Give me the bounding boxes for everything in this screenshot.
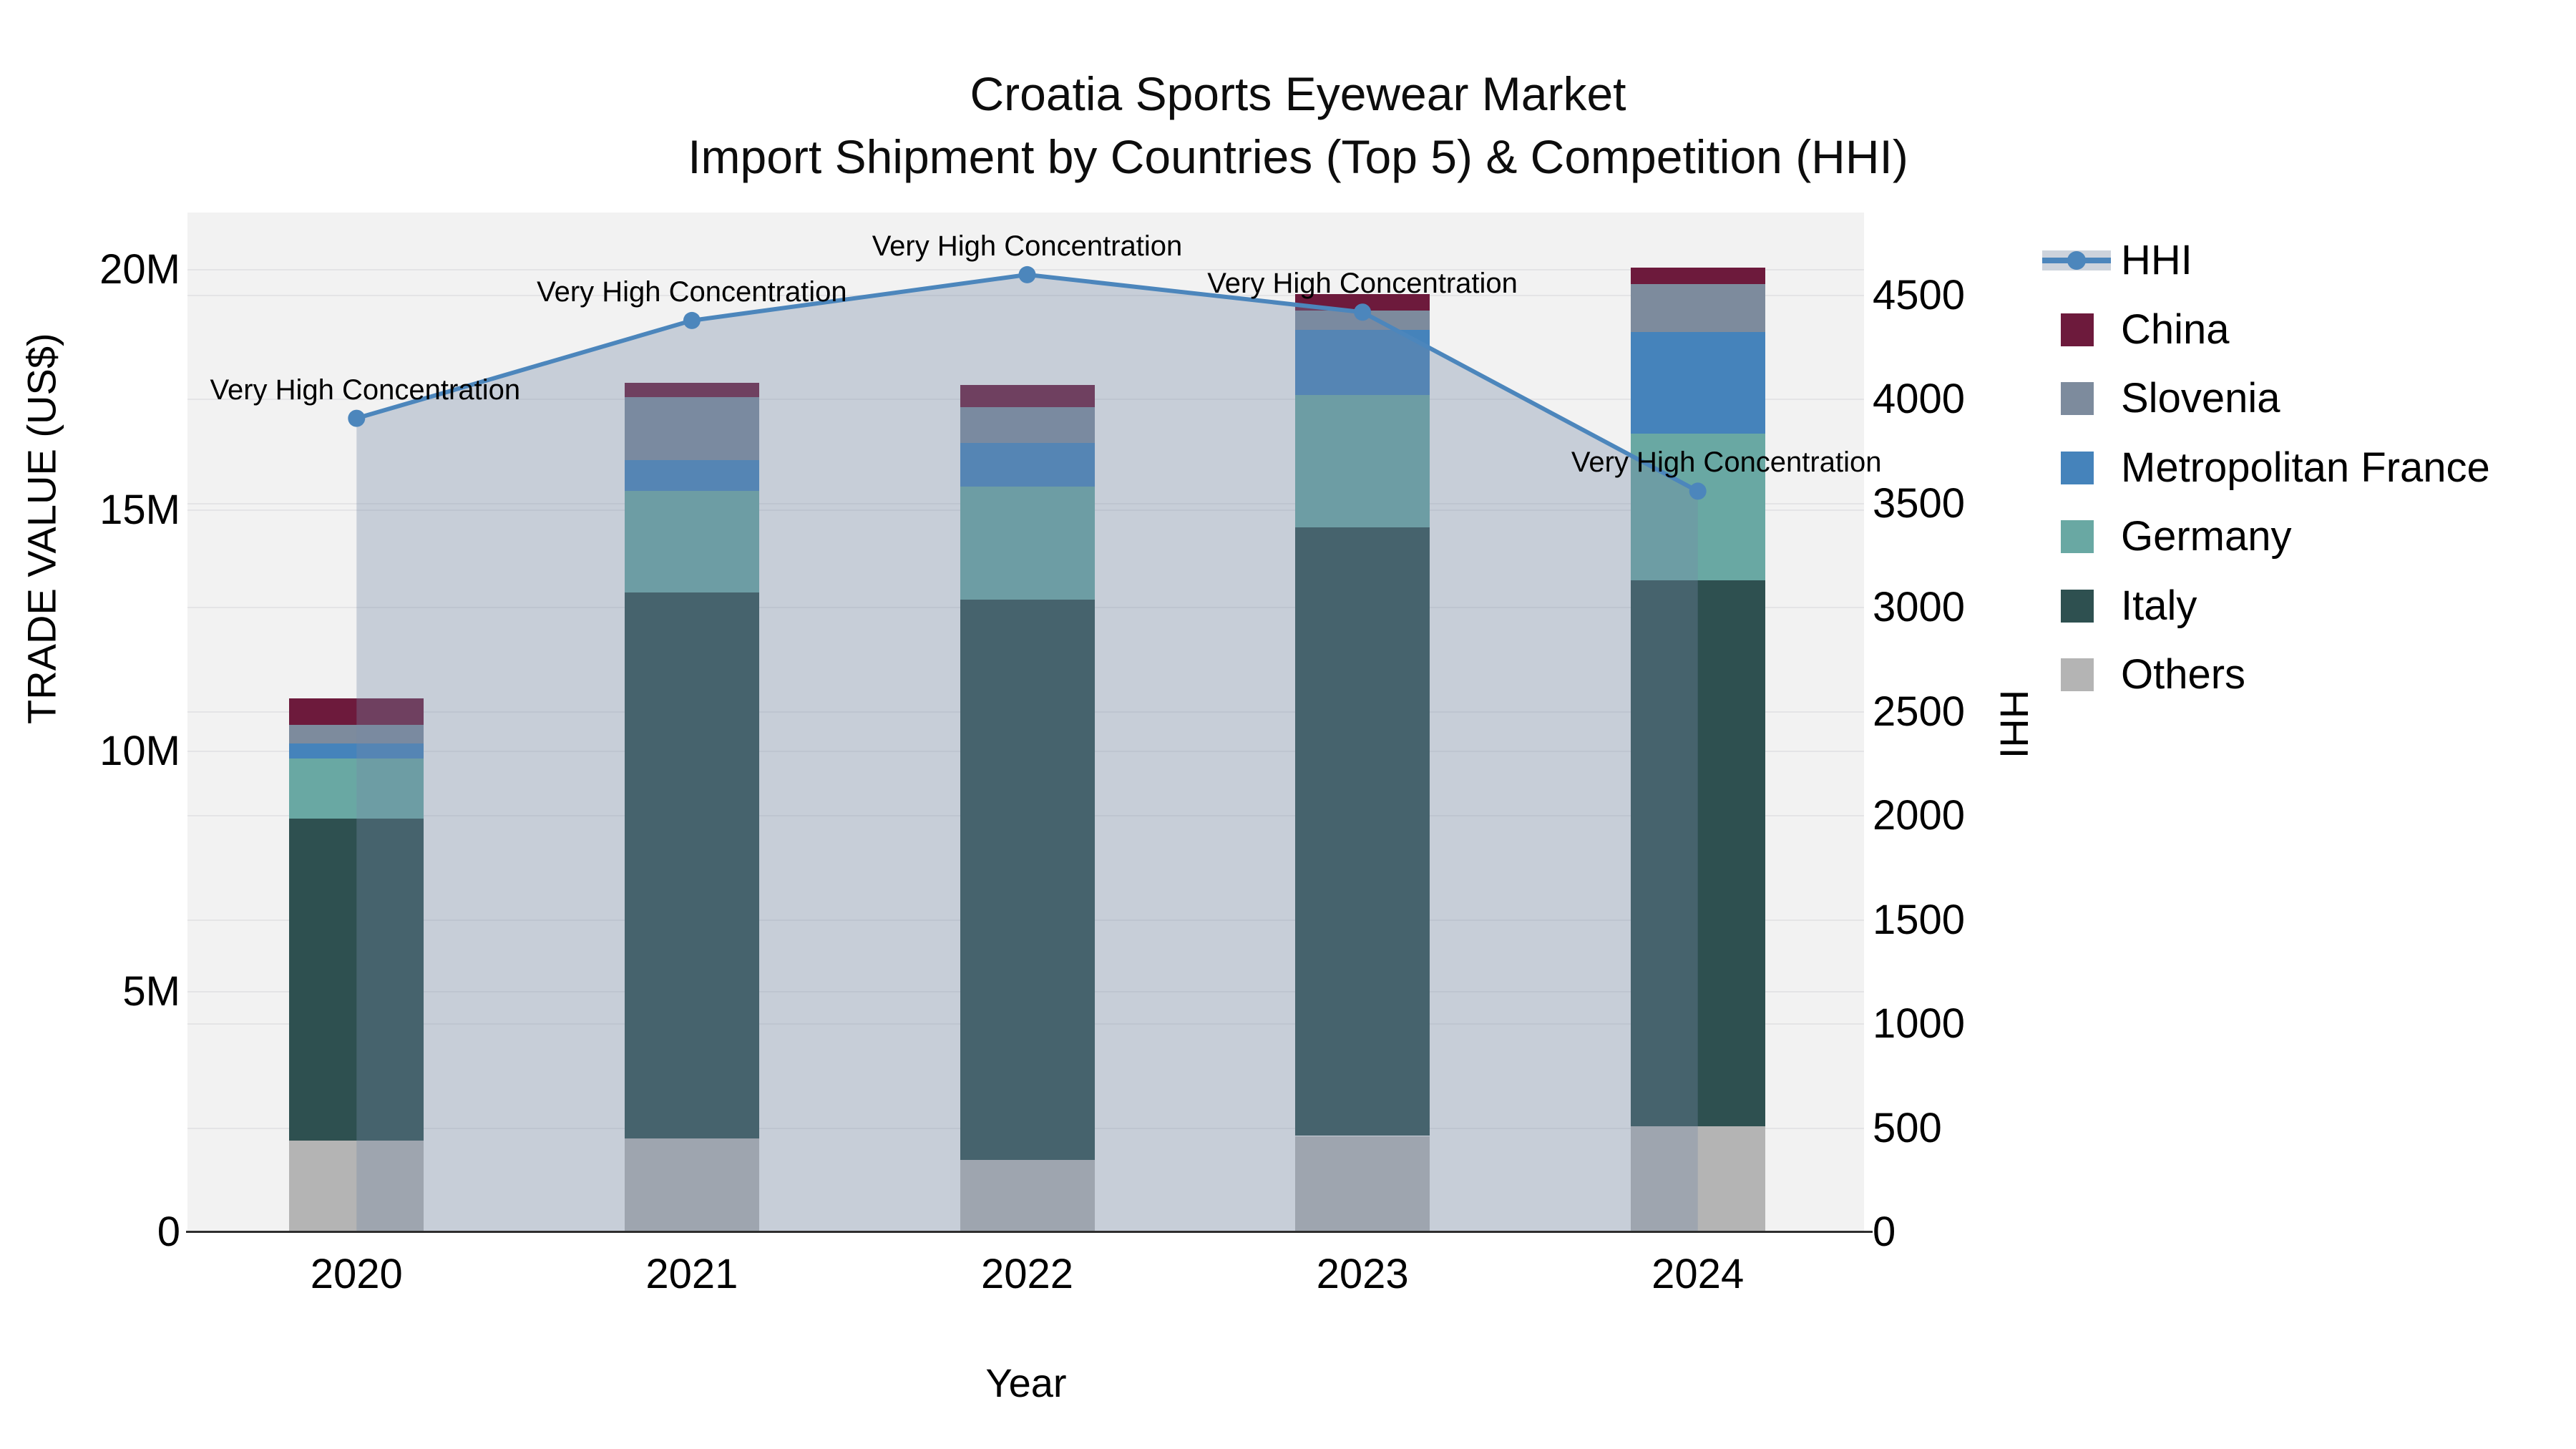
y-right-tick-500: 500 [1873,1104,1942,1151]
legend-swatch-others [2061,658,2094,691]
bar-segment-italy-2022 [960,599,1095,1161]
bar-segment-others-2023 [1295,1136,1430,1232]
y-right-tick-1500: 1500 [1873,896,1966,943]
gridline [187,295,1864,296]
legend-label: HHI [2121,237,2192,283]
annotation-2022: Very High Concentration [872,230,1183,262]
legend-item-hhi[interactable]: HHI [2042,226,2543,295]
bar-segment-germany-2020 [289,758,424,819]
bar-segment-metropolitan-france-2021 [624,459,759,492]
legend-item-metropolitan-france[interactable]: Metropolitan France [2042,434,2543,502]
legend-item-slovenia[interactable]: Slovenia [2042,364,2543,433]
y-left-tick-15M: 15M [99,487,180,534]
legend-line-symbol [2042,250,2111,270]
bar-segment-italy-2024 [1630,580,1765,1127]
legend-swatch-slovenia [2061,382,2094,415]
bar-segment-germany-2021 [624,491,759,592]
bar-segment-italy-2020 [289,818,424,1141]
y-right-tick-3000: 3000 [1873,584,1966,631]
x-tick-2024: 2024 [1652,1251,1745,1297]
hhi-area-line-overlay [348,265,1707,1232]
bar-segment-metropolitan-france-2023 [1295,330,1430,395]
annotation-2023: Very High Concentration [1207,268,1518,300]
y-right-tick-1000: 1000 [1873,1000,1966,1048]
legend-label: Others [2121,651,2246,698]
bar-segment-italy-2021 [624,592,759,1138]
y-left-tick-20M: 20M [99,246,180,293]
legend-swatch-china [2061,313,2094,346]
y-right-axis-title: HHI [1991,689,2037,759]
chart-title-line2: Import Shipment by Countries (Top 5) & C… [688,130,1908,183]
annotation-2020: Very High Concentration [210,374,521,406]
y-left-tick-5M: 5M [122,967,180,1015]
bar-segment-others-2020 [289,1141,424,1232]
x-tick-2023: 2023 [1316,1251,1409,1297]
bar-segment-china-2021 [624,383,759,398]
legend-label: Italy [2121,582,2197,629]
legend-item-italy[interactable]: Italy [2042,572,2543,640]
legend-item-others[interactable]: Others [2042,640,2543,709]
bar-segment-slovenia-2020 [289,724,424,744]
hhi-marker-2022 [1018,265,1036,283]
chart-title-line1: Croatia Sports Eyewear Market [970,67,1626,120]
x-tick-2021: 2021 [645,1251,738,1297]
bar-segment-germany-2023 [1295,394,1430,527]
bar-segment-others-2022 [960,1160,1095,1232]
legend-label: China [2121,306,2230,353]
bar-segment-metropolitan-france-2024 [1630,332,1765,434]
bar-segment-others-2021 [624,1138,759,1232]
y-right-tick-4000: 4000 [1873,376,1966,423]
x-axis-line [186,1231,1873,1233]
legend-item-germany[interactable]: Germany [2042,502,2543,571]
legend-swatch-metropolitan-france [2061,451,2094,484]
plot-area [187,213,1864,1232]
y-right-tick-2000: 2000 [1873,792,1966,839]
x-axis-title: Year [985,1360,1067,1405]
bar-segment-china-2022 [960,385,1095,407]
annotation-2021: Very High Concentration [537,275,847,308]
hhi-marker-2023 [1354,303,1372,321]
bar-segment-metropolitan-france-2022 [960,443,1095,487]
legend-item-china[interactable]: China [2042,296,2543,364]
hhi-marker-2020 [348,409,366,427]
legend-label: Slovenia [2121,375,2280,421]
hhi-marker-2024 [1689,482,1707,500]
y-right-tick-3500: 3500 [1873,479,1966,527]
legend-label: Metropolitan France [2121,444,2490,491]
bar-segment-metropolitan-france-2020 [289,743,424,758]
legend-swatch-germany [2061,520,2094,553]
bar-segment-slovenia-2024 [1630,284,1765,333]
bar-segment-germany-2024 [1630,433,1765,580]
hhi-marker-2021 [683,311,701,329]
y-left-axis-title: TRADE VALUE (US$) [19,333,64,724]
y-left-tick-10M: 10M [99,727,180,774]
x-tick-2020: 2020 [310,1251,403,1297]
hhi-area-fill [356,274,1698,1232]
chart-title: Croatia Sports Eyewear Market Import Shi… [688,63,1908,189]
bar-segment-china-2024 [1630,267,1765,285]
y-right-tick-0: 0 [1873,1209,1896,1255]
bar-segment-slovenia-2021 [624,397,759,460]
legend-label: Germany [2121,513,2292,560]
bar-segment-slovenia-2022 [960,406,1095,444]
bar-segment-italy-2023 [1295,527,1430,1136]
bar-segment-china-2020 [289,698,424,725]
bar-segment-others-2024 [1630,1126,1765,1232]
annotation-2024: Very High Concentration [1571,447,1882,479]
x-tick-2022: 2022 [980,1251,1074,1297]
y-right-tick-4500: 4500 [1873,272,1966,318]
legend-swatch-italy [2061,589,2094,623]
y-right-tick-2500: 2500 [1873,688,1966,735]
y-left-tick-0: 0 [157,1209,180,1255]
bar-segment-germany-2022 [960,486,1095,600]
